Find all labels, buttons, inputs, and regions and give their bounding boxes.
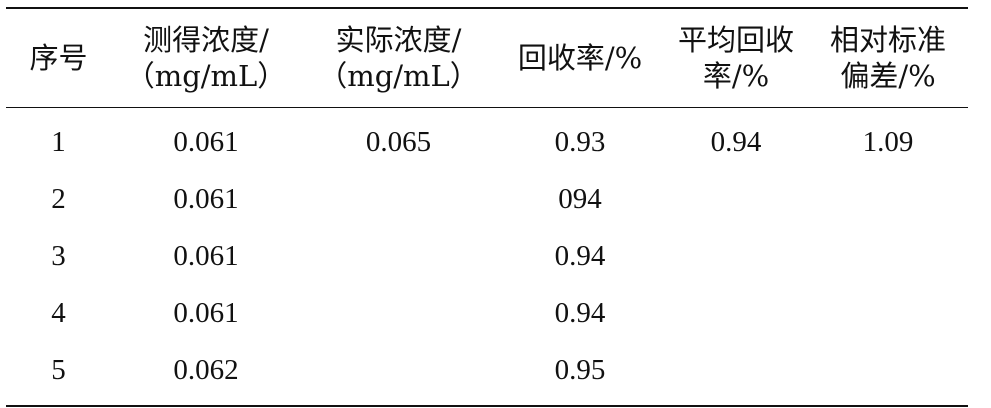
recovery-table-container: 序号 测得浓度/ （mg/mL） 实际浓度/ （mg/mL） 回收率/% 平均回… (6, 7, 968, 407)
cell-measured: 0.062 (173, 354, 239, 386)
cell-measured: 0.061 (173, 126, 239, 158)
table-body: 1 0.061 0.065 0.93 0.94 1.09 2 0.061 094… (6, 108, 968, 406)
header-actual-concentration: 实际浓度/ （mg/mL） (318, 23, 479, 93)
cell-actual (301, 171, 496, 228)
cell-recovery: 094 (558, 183, 602, 215)
header-row: 序号 测得浓度/ （mg/mL） 实际浓度/ （mg/mL） 回收率/% 平均回… (6, 8, 968, 108)
cell-index: 4 (51, 297, 66, 329)
cell-actual: 0.065 (365, 126, 432, 158)
table-row: 2 0.061 094 (6, 171, 968, 228)
cell-index: 5 (51, 354, 66, 386)
cell-measured: 0.061 (173, 297, 239, 329)
cell-average-recovery (664, 171, 808, 228)
cell-rsd (808, 342, 968, 406)
cell-recovery: 0.93 (554, 126, 606, 158)
table-row: 4 0.061 0.94 (6, 285, 968, 342)
cell-measured: 0.061 (173, 183, 239, 215)
header-average-recovery: 平均回收 率/% (677, 23, 794, 93)
cell-average-recovery: 0.94 (710, 126, 762, 158)
cell-actual (301, 285, 496, 342)
table-row: 1 0.061 0.065 0.93 0.94 1.09 (6, 108, 968, 172)
cell-recovery: 0.94 (554, 240, 606, 272)
table-header: 序号 测得浓度/ （mg/mL） 实际浓度/ （mg/mL） 回收率/% 平均回… (6, 8, 968, 108)
table-row: 3 0.061 0.94 (6, 228, 968, 285)
cell-rsd (808, 171, 968, 228)
cell-actual (301, 228, 496, 285)
cell-rsd (808, 228, 968, 285)
cell-average-recovery (664, 228, 808, 285)
cell-rsd (808, 285, 968, 342)
cell-recovery: 0.95 (554, 354, 606, 386)
cell-average-recovery (664, 285, 808, 342)
cell-recovery: 0.94 (554, 297, 606, 329)
header-index: 序号 (29, 41, 88, 75)
table-row: 5 0.062 0.95 (6, 342, 968, 406)
cell-index: 2 (51, 183, 66, 215)
header-relative-std-deviation: 相对标准 偏差/% (829, 23, 946, 93)
cell-average-recovery (664, 342, 808, 406)
header-recovery-rate: 回收率/% (517, 41, 643, 75)
header-measured-concentration: 测得浓度/ （mg/mL） (125, 23, 287, 93)
cell-actual (301, 342, 496, 406)
cell-index: 3 (51, 240, 66, 272)
cell-index: 1 (51, 126, 66, 158)
cell-rsd: 1.09 (862, 126, 914, 158)
cell-measured: 0.061 (173, 240, 239, 272)
recovery-table: 序号 测得浓度/ （mg/mL） 实际浓度/ （mg/mL） 回收率/% 平均回… (6, 7, 968, 407)
